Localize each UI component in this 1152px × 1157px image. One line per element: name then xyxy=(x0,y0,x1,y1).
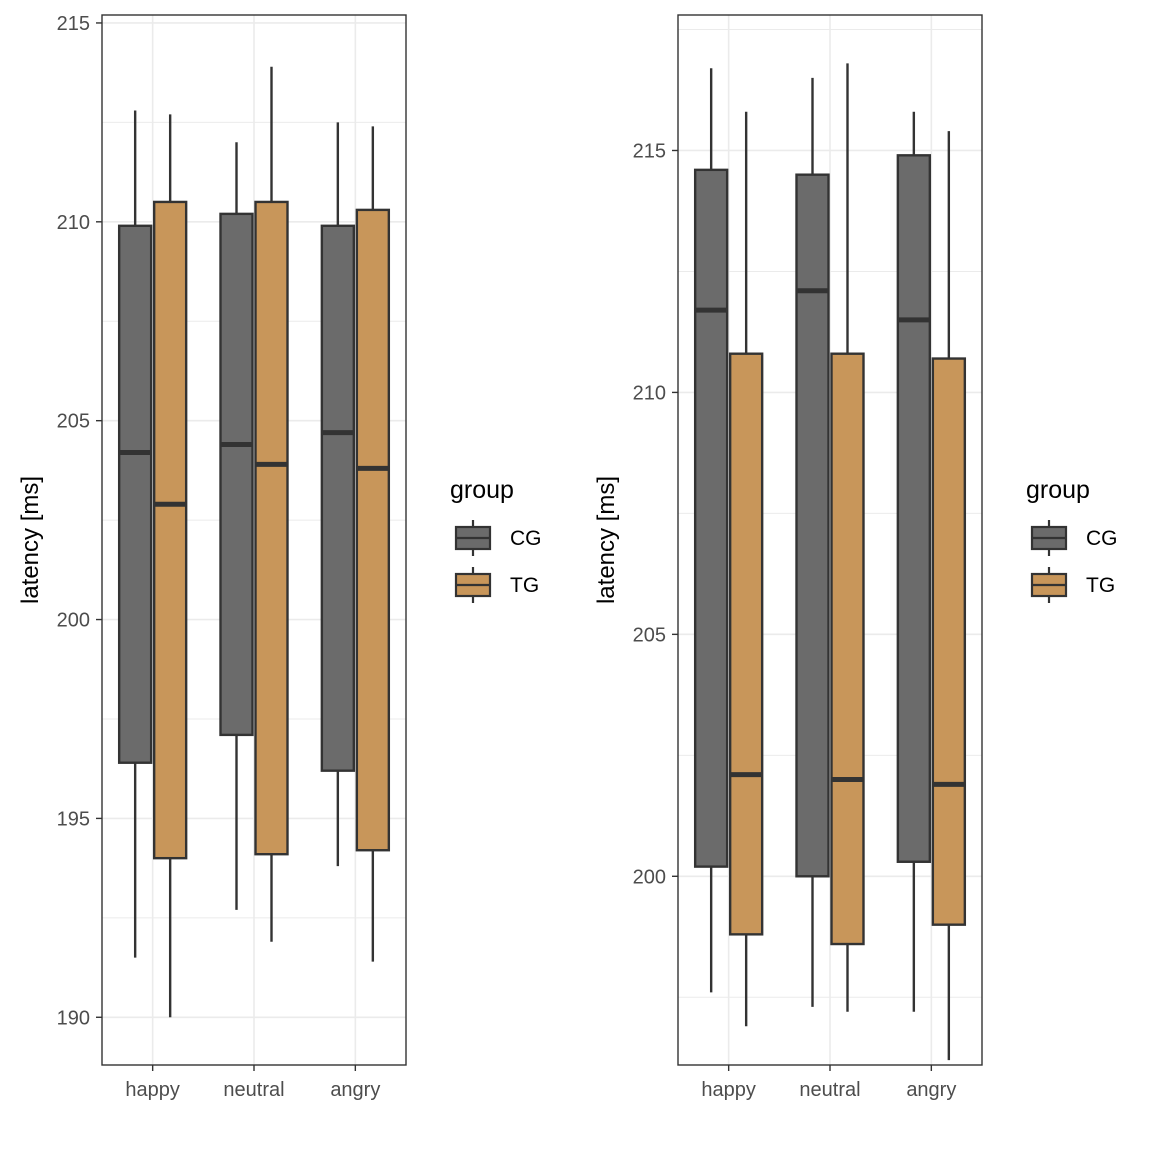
box-iqr xyxy=(355,208,391,852)
box-iqr xyxy=(728,352,764,936)
y-tick-label: 205 xyxy=(57,411,90,433)
box-iqr xyxy=(830,352,865,946)
box-iqr xyxy=(931,357,967,926)
legend-key-tg xyxy=(1030,567,1068,603)
legend: group CG TG xyxy=(1026,476,1118,603)
boxplot-cg-neutral xyxy=(219,142,254,910)
x-tick-label: angry xyxy=(906,1079,956,1101)
legend-key-tg xyxy=(454,567,492,603)
x-tick-label: neutral xyxy=(799,1079,860,1101)
y-tick-label: 190 xyxy=(57,1007,90,1029)
y-tick-label: 205 xyxy=(633,624,666,646)
boxplot-tg-angry xyxy=(931,131,967,1061)
boxplot-cg-happy xyxy=(117,110,153,958)
y-tick-label: 215 xyxy=(633,140,666,162)
legend-label: CG xyxy=(1086,527,1118,550)
boxplot-tg-neutral xyxy=(254,66,289,942)
y-tick-label: 210 xyxy=(633,382,666,404)
legend-key-cg xyxy=(454,520,492,556)
box-iqr xyxy=(254,200,289,856)
box-iqr xyxy=(896,154,932,863)
y-tick-label: 200 xyxy=(57,610,90,632)
x-tick-label: happy xyxy=(125,1079,180,1101)
box-iqr xyxy=(152,200,188,860)
x-tick-label: happy xyxy=(701,1079,756,1101)
chart-panel-2: 200 205 210 215 happy neutral angry latency [ms… xyxy=(593,14,1118,1101)
y-tick-label: 215 xyxy=(57,13,90,35)
boxplot-cg-happy xyxy=(693,68,729,993)
boxplot-tg-neutral xyxy=(830,63,865,1012)
legend-title: group xyxy=(1026,476,1090,504)
boxplot-tg-happy xyxy=(728,111,764,1027)
chart-panel-1: 190 195 200 205 210 215 happy neutral angry laten… xyxy=(17,13,542,1101)
legend-title: group xyxy=(450,476,514,504)
boxplot-cg-angry xyxy=(320,122,356,867)
x-tick-label: neutral xyxy=(223,1079,284,1101)
y-tick-label: 195 xyxy=(57,808,90,830)
boxplot-tg-angry xyxy=(355,126,391,962)
boxplot-cg-neutral xyxy=(795,77,830,1007)
y-axis-label: latency [ms] xyxy=(17,476,44,604)
boxplot-tg-happy xyxy=(152,114,188,1018)
box-iqr xyxy=(795,173,830,878)
x-tick-label: angry xyxy=(330,1079,380,1101)
box-iqr xyxy=(117,224,153,764)
box-iqr xyxy=(320,224,356,772)
legend-label: TG xyxy=(1086,574,1115,597)
box-iqr xyxy=(219,212,254,737)
legend: group CG TG xyxy=(450,476,542,603)
y-tick-label: 200 xyxy=(633,866,666,888)
box-iqr xyxy=(693,168,729,868)
boxplot-cg-angry xyxy=(896,111,932,1012)
legend-label: TG xyxy=(510,574,539,597)
y-tick-label: 210 xyxy=(57,212,90,234)
y-axis-label: latency [ms] xyxy=(593,476,620,604)
legend-key-cg xyxy=(1030,520,1068,556)
legend-label: CG xyxy=(510,527,542,550)
